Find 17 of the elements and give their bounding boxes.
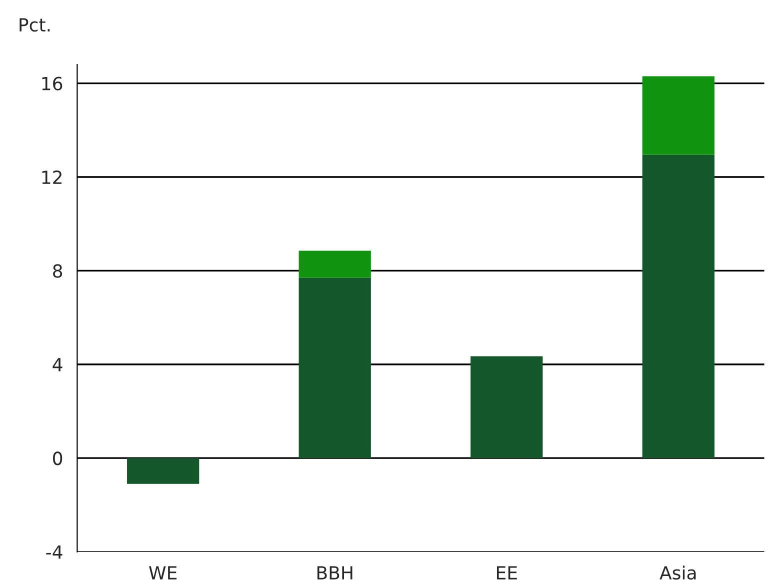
bar <box>642 154 714 458</box>
y-tick-label: 12 <box>42 170 62 184</box>
y-tick-label: 4 <box>52 358 62 372</box>
y-tick-label: 8 <box>53 264 62 278</box>
y-tick-label: 16 <box>42 76 62 90</box>
x-tick-label: EE <box>496 566 517 580</box>
bar <box>470 356 543 458</box>
y-tick-label: 0 <box>53 452 62 466</box>
bar <box>298 278 371 458</box>
x-tick-label: Asia <box>660 566 696 580</box>
y-tick-label: -4 <box>46 545 62 559</box>
y-axis-title: Pct. <box>20 18 50 32</box>
bar <box>298 250 371 278</box>
x-tick-label: BBH <box>317 566 352 580</box>
bar <box>127 458 200 484</box>
bar <box>642 76 714 155</box>
x-tick-label: WE <box>149 566 177 580</box>
